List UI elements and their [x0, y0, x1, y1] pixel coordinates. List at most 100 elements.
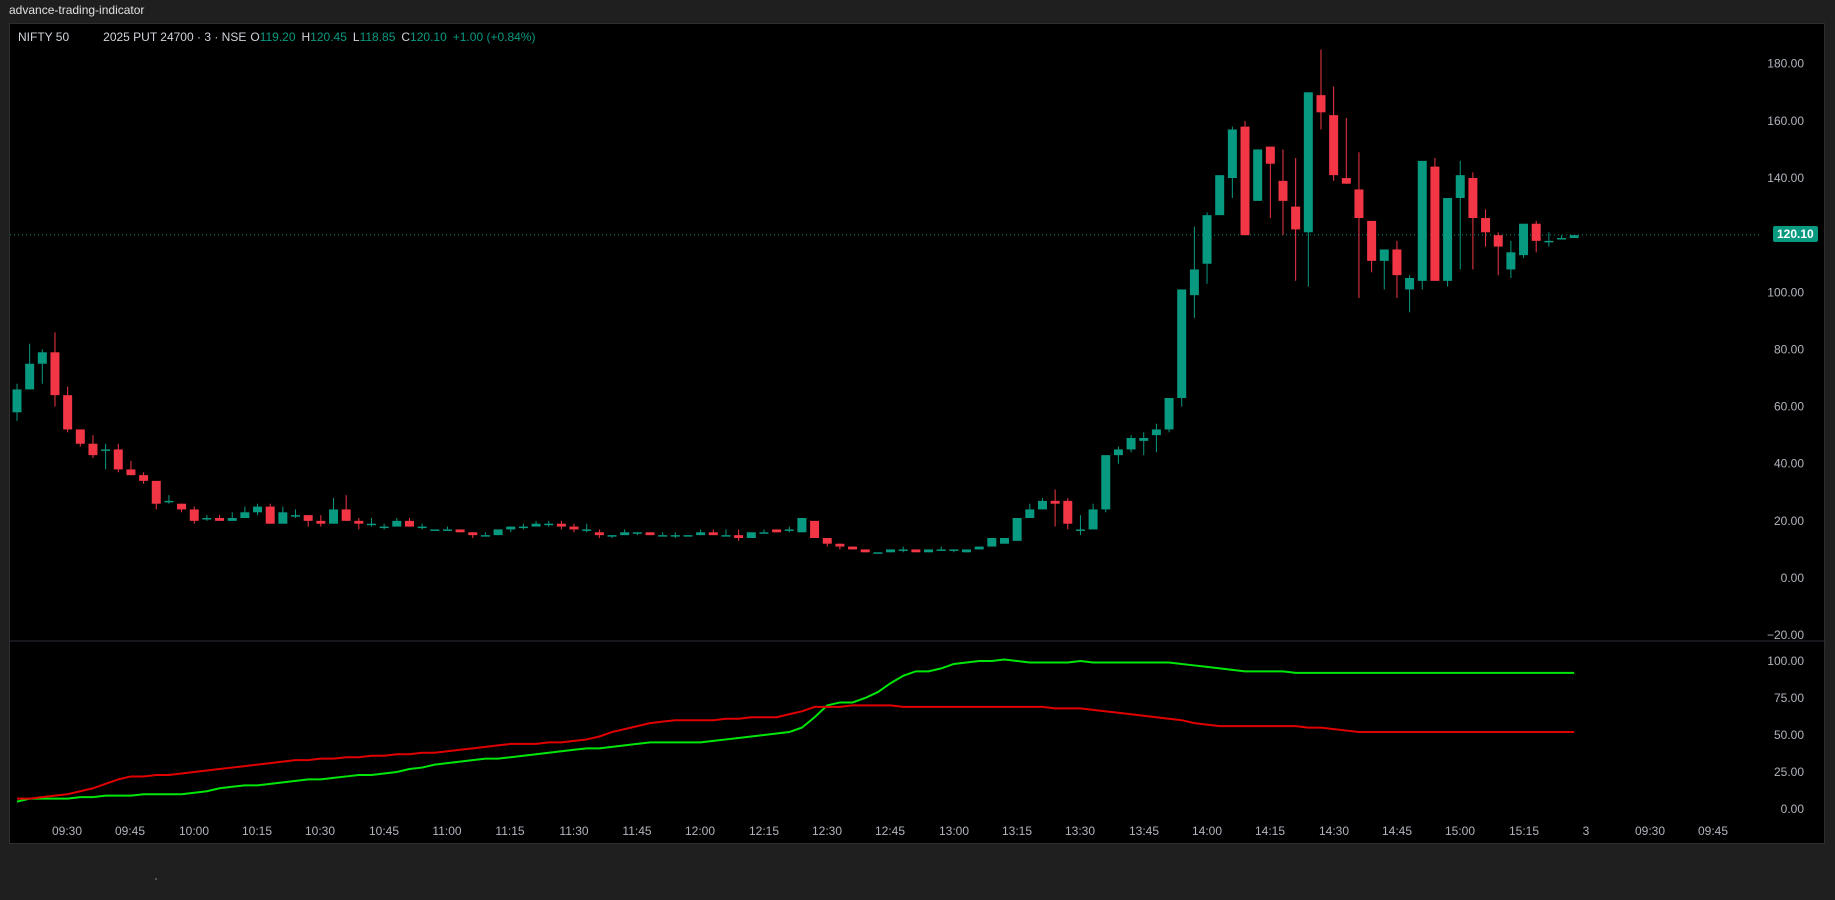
candles: [12, 49, 1579, 554]
price-axis-label: 100.00: [1767, 285, 1804, 299]
candle: [37, 352, 47, 364]
candle: [1291, 206, 1301, 230]
candle: [962, 549, 971, 553]
candle: [1126, 438, 1136, 450]
indicator-axis-label: 25.00: [1774, 765, 1804, 779]
candle: [1405, 278, 1415, 290]
candle: [88, 443, 98, 456]
candle: [113, 449, 123, 470]
legend-change: +1.00 (+0.84%): [452, 30, 536, 44]
candle: [810, 520, 820, 539]
legend-symbol[interactable]: NIFTY 50: [18, 30, 70, 44]
candle: [708, 532, 718, 536]
candle: [1113, 449, 1123, 456]
legend-high-label: H: [301, 30, 311, 44]
time-axis-label: 11:45: [622, 824, 651, 838]
time-axis-label: 10:45: [369, 824, 399, 838]
legend-high-value: 120.45: [310, 30, 347, 44]
candle: [354, 520, 364, 524]
candle: [898, 549, 908, 551]
candle: [265, 506, 275, 524]
candle: [139, 475, 149, 481]
legend-open-label: O: [250, 30, 260, 44]
candle: [442, 529, 452, 531]
candle: [227, 518, 237, 521]
time-axis-label: 09:30: [1635, 824, 1665, 838]
time-axis-label: 13:30: [1065, 824, 1095, 838]
candle: [1430, 166, 1440, 281]
time-axis-label: 12:30: [812, 824, 842, 838]
candle: [1493, 235, 1503, 247]
legend-low-value: 118.85: [359, 30, 396, 44]
time-axis-label: 12:15: [749, 824, 779, 838]
price-axis-label: 80.00: [1774, 342, 1804, 356]
time-axis-label: 14:30: [1319, 824, 1349, 838]
candle: [936, 549, 946, 551]
candle: [683, 535, 693, 537]
candle: [126, 469, 136, 476]
candle: [1379, 249, 1389, 261]
candle: [63, 395, 73, 430]
candle: [1468, 178, 1478, 219]
candle: [404, 520, 414, 527]
candle: [1341, 178, 1351, 184]
candle: [949, 549, 959, 551]
candle: [822, 538, 832, 544]
candle: [658, 535, 668, 537]
candle: [645, 532, 655, 536]
candle: [1392, 249, 1402, 276]
candle: [1354, 189, 1364, 219]
price-axis-label: 140.00: [1767, 171, 1804, 185]
candle: [835, 543, 845, 547]
candle: [911, 549, 921, 553]
candle: [1240, 126, 1250, 236]
price-axis-label: 160.00: [1767, 114, 1804, 128]
candle: [1063, 500, 1073, 524]
time-axis-label: 14:45: [1382, 824, 1412, 838]
window-title: advance-trading-indicator: [0, 0, 1835, 22]
candle: [873, 552, 883, 554]
chart-frame[interactable]: NIFTY 50 2025 PUT 24700 · 3 · NSE O 119.…: [9, 23, 1826, 845]
candle: [379, 526, 389, 529]
candle: [240, 512, 250, 519]
legend-open-value: 119.20: [259, 30, 296, 44]
time-axis-label: 10:00: [179, 824, 209, 838]
status-dot: [155, 878, 157, 880]
indicator-axis-label: 0.00: [1781, 802, 1805, 816]
candle: [1506, 252, 1516, 270]
candle: [974, 546, 984, 550]
candle: [544, 523, 554, 526]
candle: [556, 523, 566, 527]
candle: [1088, 509, 1098, 530]
candle: [607, 535, 617, 537]
candle: [1139, 438, 1149, 441]
indicator-axis-label: 75.00: [1774, 691, 1804, 705]
candle: [1265, 146, 1275, 164]
candle: [341, 509, 351, 521]
candle: [1101, 455, 1111, 510]
indicator-axis-label: 100.00: [1767, 654, 1804, 668]
legend-close-label: C: [401, 30, 411, 44]
candle: [1227, 129, 1237, 179]
candle: [1278, 180, 1288, 201]
candle: [1557, 238, 1567, 240]
time-axis-label: 11:15: [495, 824, 524, 838]
time-axis-label: 15:00: [1445, 824, 1475, 838]
candle: [886, 549, 896, 553]
candle: [366, 523, 376, 526]
time-axis-label: 09:45: [1698, 824, 1728, 838]
legend-close-value: 120.10: [410, 30, 447, 44]
candle: [848, 546, 858, 550]
candle: [632, 532, 642, 534]
candle: [1253, 149, 1263, 201]
candle: [594, 532, 604, 536]
candle: [1151, 429, 1161, 436]
candle: [1544, 240, 1554, 243]
candle: [215, 518, 225, 521]
candle: [1075, 529, 1085, 531]
candle: [1481, 218, 1491, 233]
time-axis-label: 11:00: [432, 824, 461, 838]
time-axis-label: 13:15: [1002, 824, 1032, 838]
candle: [999, 538, 1009, 544]
price-chart-canvas[interactable]: 180.00 160.00 140.00 100.00 80.00 60.00 40.00 2…: [10, 24, 1826, 845]
